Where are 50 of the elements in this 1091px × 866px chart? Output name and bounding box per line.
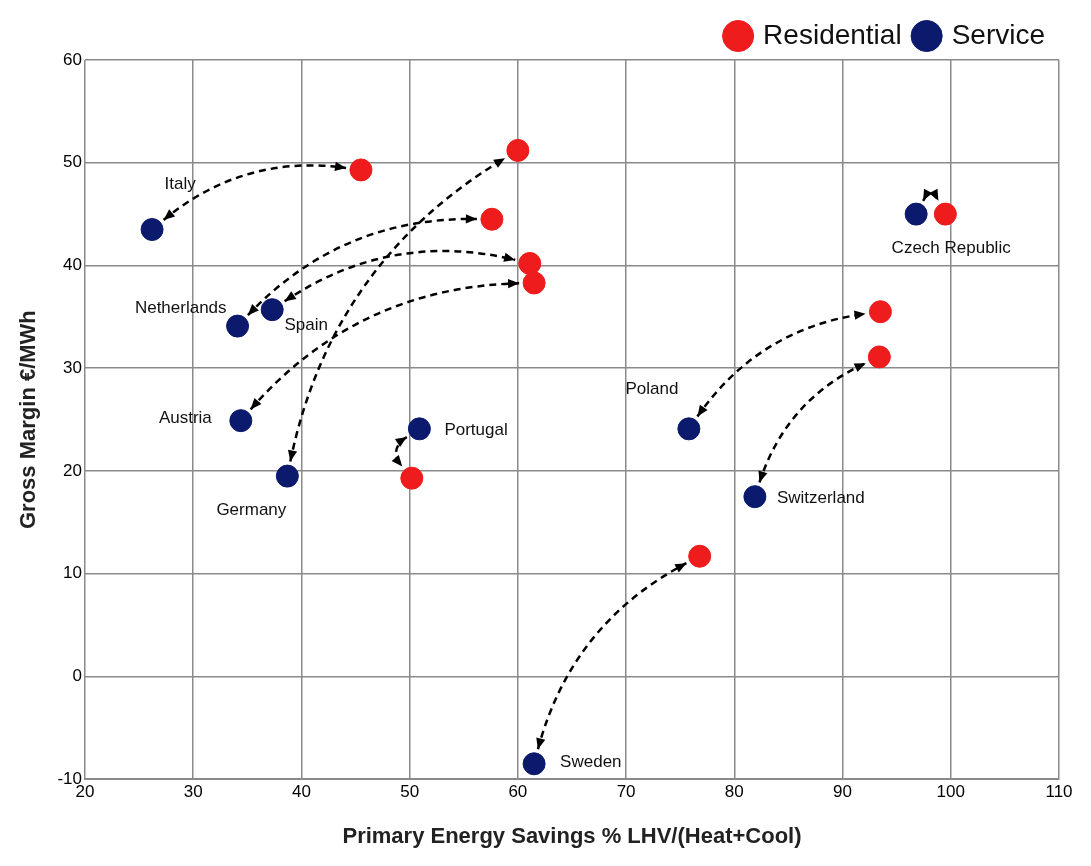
x-tick-label: 70	[616, 782, 636, 802]
point	[407, 417, 431, 441]
point	[140, 218, 164, 242]
y-tick-label: 0	[72, 666, 82, 686]
point	[275, 464, 299, 488]
y-tick-label: 10	[63, 563, 82, 583]
point	[868, 300, 892, 324]
point	[400, 466, 424, 490]
annotation: Germany	[216, 499, 287, 519]
point	[743, 485, 767, 509]
annotation: Portugal	[444, 419, 508, 439]
x-axis-title: Primary Energy Savings % LHV/(Heat+Cool)	[342, 822, 802, 848]
point	[904, 202, 928, 226]
x-tick-label: 60	[508, 782, 528, 802]
point	[867, 345, 891, 369]
x-tick-label: 30	[183, 782, 203, 802]
annotation: Sweden	[560, 752, 622, 772]
y-tick-label: 20	[63, 460, 82, 480]
x-tick-label: 110	[1045, 782, 1073, 802]
point	[260, 298, 284, 322]
point	[518, 251, 542, 275]
x-tick-label: 90	[833, 782, 853, 802]
annotation: Netherlands	[134, 297, 227, 317]
annotation: Switzerland	[776, 488, 865, 508]
legend-label: Residential	[763, 18, 902, 50]
annotation: Spain	[284, 315, 328, 335]
point	[226, 314, 250, 338]
legend-label: Service	[951, 18, 1046, 50]
annotation: Italy	[164, 174, 197, 194]
annotation: Czech Republic	[891, 237, 1012, 257]
point	[688, 544, 712, 568]
y-tick-label: 30	[63, 357, 82, 377]
x-tick-label: 50	[400, 782, 420, 802]
point	[506, 138, 530, 162]
point	[480, 207, 504, 231]
x-tick-label: 80	[724, 782, 744, 802]
y-axis-title: Gross Margin €/MWh	[15, 310, 41, 529]
annotation: Poland	[625, 378, 679, 398]
point	[522, 271, 546, 295]
x-tick-label: 40	[291, 782, 311, 802]
point	[677, 417, 701, 441]
point	[933, 202, 957, 226]
point	[229, 409, 253, 433]
y-tick-label: 40	[63, 255, 82, 275]
point	[522, 752, 546, 776]
annotation: Austria	[158, 408, 213, 428]
y-tick-label: 50	[63, 152, 82, 172]
y-tick-label: 60	[63, 49, 82, 69]
x-tick-label: 100	[936, 782, 965, 802]
point	[349, 158, 373, 182]
